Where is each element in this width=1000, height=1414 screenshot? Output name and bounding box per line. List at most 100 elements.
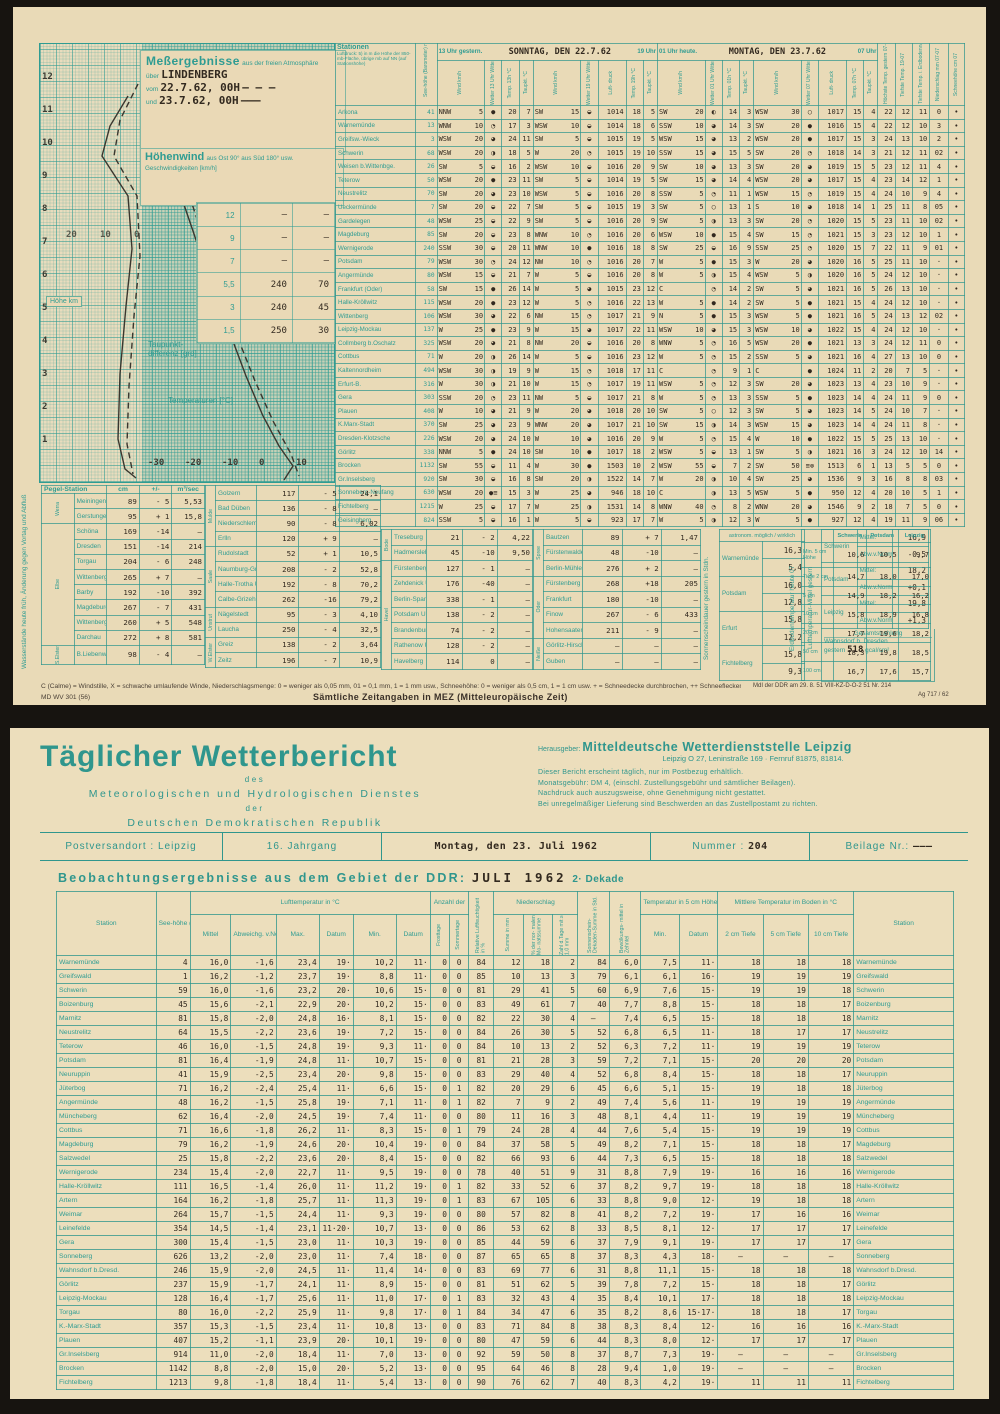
- wind-cell: WSW 10: [532, 159, 582, 174]
- station-altitude: 303: [414, 390, 438, 406]
- wind-dir: SSW: [659, 121, 672, 130]
- wind-pair: WSW 20: [755, 135, 800, 143]
- gauge-name: Wittenberg: [73, 568, 108, 586]
- col-label: Zahl d.Tage mit ≥ 1,0 mm: [558, 915, 570, 955]
- value-cell: 15: [846, 295, 865, 310]
- stations-title: Stationen: [337, 44, 369, 52]
- weather-symbol: ◒: [580, 512, 599, 528]
- gauge-change: -10: [621, 544, 662, 561]
- weather-symbol: ○: [800, 105, 820, 120]
- wind-speed: 15: [474, 271, 484, 280]
- wind-cell: WSW 20: [436, 485, 486, 501]
- value-cell: •: [947, 105, 966, 120]
- value-cell: 3: [739, 390, 755, 406]
- value-cell: 13·: [395, 1347, 431, 1362]
- col-header: Taupkt. °C: [518, 60, 534, 106]
- hoehe-axis-label: Höhe km: [46, 296, 83, 307]
- value-cell: 18: [762, 1081, 809, 1096]
- value-cell: 0: [929, 336, 949, 351]
- value-cell: 18: [762, 1263, 809, 1278]
- value-cell: 83: [468, 1067, 495, 1082]
- date-cell: 15·: [678, 1151, 719, 1166]
- wind-cell: SW 15: [532, 105, 582, 120]
- value-cell: 11: [642, 376, 659, 392]
- soil-corner: [800, 528, 835, 544]
- wind-pair: SW 10: [659, 163, 704, 171]
- wind-speed: 10: [791, 325, 800, 334]
- col-header: Taupkt. °C: [642, 60, 659, 106]
- wind-cell: WSW 25: [436, 213, 486, 229]
- table-row: Greifswald 1 16,2 -1,2 23,7 19· 8,8 11· 0 0 85 10 13…: [56, 969, 954, 984]
- value-cell: 6,9: [608, 983, 642, 998]
- value-cell: 85: [468, 1235, 495, 1250]
- gauge-flow: 15,8: [171, 508, 205, 525]
- wind-dir: W: [755, 434, 760, 443]
- dekade-heading: Beobachtungsergebnisse aus dem Gebiet de…: [58, 870, 624, 885]
- value-cell: 81: [468, 983, 495, 998]
- value-cell: 13·: [395, 1221, 431, 1236]
- wind-dir: SSW: [438, 393, 452, 402]
- value-cell: 264: [155, 1207, 191, 1222]
- wind-cell: W 20: [753, 254, 802, 270]
- soil-row-label: Min. 5 cm Höhe: [800, 542, 835, 568]
- value-cell: 84: [468, 1025, 495, 1040]
- wind-cell: WSW 20: [753, 132, 802, 147]
- value-cell: 23: [501, 417, 520, 433]
- value-cell: 3: [863, 145, 879, 161]
- value-cell: 11·: [395, 969, 431, 984]
- wind-pair: WSW 10: [535, 122, 580, 130]
- value-cell: 1020: [817, 268, 848, 283]
- wind-speed: 10: [570, 244, 580, 253]
- value-cell: 23,0: [275, 1249, 320, 1264]
- col-header: Wetter 01 Uhr Witterg. 19-01h: [704, 60, 723, 106]
- value-cell: 11: [493, 1109, 524, 1124]
- value-cell: 27: [877, 349, 896, 365]
- value-cell: 15,9: [189, 1263, 232, 1278]
- col-label: Summe in mm: [504, 918, 511, 952]
- gauge-name: Görlitz-Hirschwitz: [542, 637, 584, 654]
- value-cell: 4: [863, 105, 879, 120]
- weather-symbol: ◕: [800, 159, 820, 174]
- sun-station: Erfurt: [719, 610, 763, 647]
- value-cell: 11: [518, 172, 534, 188]
- value-cell: 1: [739, 186, 755, 202]
- wind-speed: 30: [474, 366, 484, 375]
- wind-speed: 5: [795, 352, 800, 361]
- gauge-flow: –: [660, 653, 702, 670]
- value-cell: 20·: [318, 1067, 354, 1082]
- station-name-right: Jüterbog: [853, 1081, 954, 1096]
- value-cell: 16,0: [189, 1039, 232, 1054]
- table-row: Teterow 50 WSW 20 ● 23 11 SW 5 ◒ 1014 19 5 SW 15 ◕ 14 4 WS…: [335, 172, 966, 188]
- value-cell: 12: [894, 145, 913, 161]
- wind-dir: SSW: [659, 149, 672, 158]
- value-cell: 17: [501, 118, 520, 134]
- value-cell: 4,3: [640, 1249, 680, 1264]
- value-cell: 16: [762, 1319, 809, 1334]
- wind-dir: W: [534, 516, 539, 525]
- station-name: Ueckermünde: [335, 200, 416, 215]
- value-cell: 4: [863, 186, 879, 202]
- jahrgang: 16. Jahrgang: [223, 833, 382, 860]
- value-cell: 46: [155, 1039, 191, 1054]
- wind-dir: SW: [755, 162, 764, 171]
- value-cell: 14: [721, 417, 741, 433]
- wind-dir: W: [755, 257, 760, 266]
- value-cell: 5: [739, 336, 755, 351]
- value-cell: 19·: [318, 969, 354, 984]
- wind-speed: 15: [570, 325, 580, 334]
- y-tick: 9: [42, 171, 48, 181]
- value-cell: 8,8: [189, 1361, 232, 1376]
- wind-cell: WSW 5: [532, 186, 582, 202]
- wind-dir: WNW: [534, 244, 548, 253]
- value-cell: 15: [846, 227, 865, 242]
- gauge-cm: 89: [582, 529, 623, 546]
- value-cell: 10: [894, 186, 913, 202]
- wind-dir: WNW: [755, 502, 768, 511]
- value-cell: 234: [155, 1165, 191, 1180]
- wind-pair: W 10: [535, 435, 580, 443]
- value-cell: 20: [625, 227, 644, 242]
- value-cell: 1016: [597, 268, 627, 283]
